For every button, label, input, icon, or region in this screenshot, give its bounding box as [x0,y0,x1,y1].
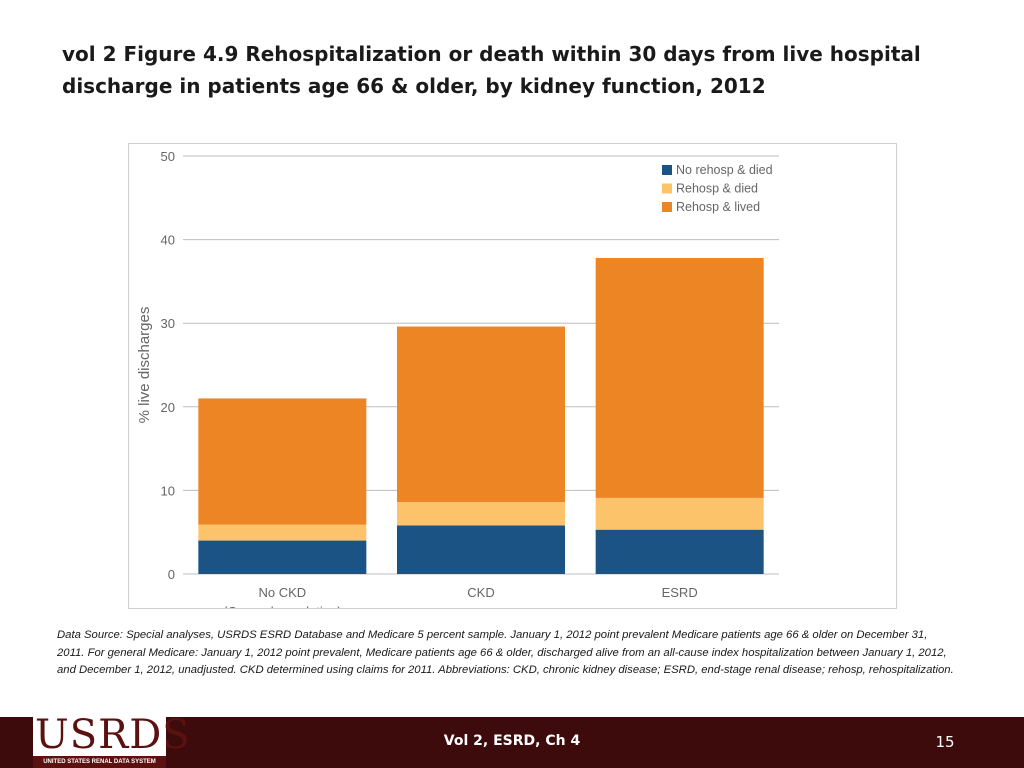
footer-bar [0,717,1024,768]
y-tick-label: 0 [168,567,175,582]
legend-swatch [662,183,672,194]
usrds-logo: USRDS UNITED STATES RENAL DATA SYSTEM [33,712,191,768]
bar-segment [595,529,764,574]
legend-swatch [662,165,672,175]
logo-wordmark: USRDS [35,712,191,758]
bar-segment [397,326,565,503]
data-source-note: Data Source: Special analyses, USRDS ESR… [57,629,954,676]
legend-label: Rehosp & lived [676,200,760,214]
bar-segment [595,257,764,498]
x-tick-sublabel: (General population) [223,604,342,608]
chart-panel: 0 10 20 30 40 50 % live discharges No CKD (Gener… [128,143,897,609]
bar-segment [198,398,367,525]
stacked-bar-chart: 0 10 20 30 40 50 % live discharges No CKD (Gener… [136,149,779,608]
y-tick-label: 20 [161,400,175,415]
bar-segment [198,540,367,574]
legend-label: No rehosp & died [676,163,773,177]
y-tick-label: 30 [161,316,175,331]
legend-label: Rehosp & died [676,182,758,196]
x-tick-label: CKD [467,585,494,600]
legend-swatch [662,202,672,212]
bar-segment [595,497,764,530]
bar-segment [397,502,565,526]
y-axis-label: % live discharges [136,307,153,424]
bar-segment [397,525,565,574]
footer-section-label: Vol 2, ESRD, Ch 4 [443,733,581,749]
x-tick-label: ESRD [662,585,698,600]
y-tick-label: 50 [161,149,175,164]
bar-segment [198,524,367,541]
x-tick-label: No CKD [258,585,306,600]
y-tick-label: 10 [161,483,175,498]
page-number: 15 [935,733,955,751]
logo-subtitle: UNITED STATES RENAL DATA SYSTEM [33,756,166,768]
y-tick-label: 40 [161,233,175,248]
page-title: vol 2 Figure 4.9 Rehospitalization or de… [62,42,921,98]
